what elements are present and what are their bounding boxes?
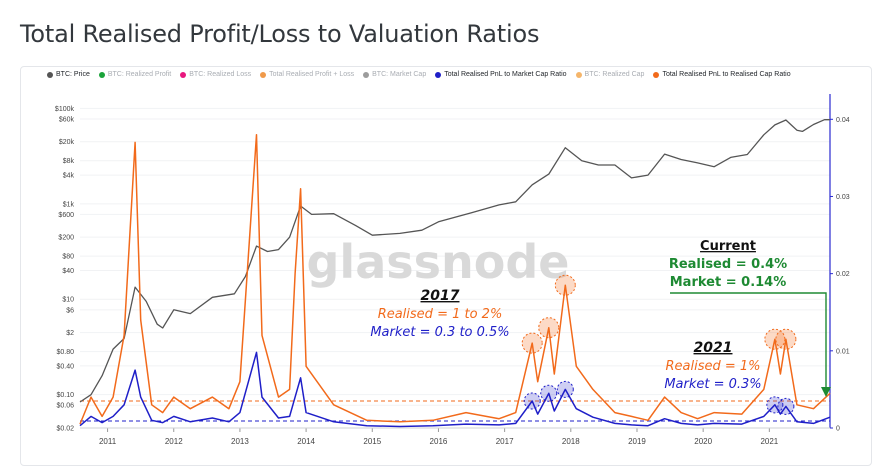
legend-swatch xyxy=(98,71,105,78)
x-tick-label: 2020 xyxy=(694,437,712,446)
series-btc-price xyxy=(79,119,830,403)
series-pnl-market-cap-ratio xyxy=(79,351,831,428)
annotation-2021-market: Market = 0.3% xyxy=(664,377,761,392)
legend-swatch xyxy=(47,71,53,78)
peak-highlight-realised xyxy=(554,274,576,296)
legend-swatch xyxy=(260,71,267,78)
legend-item[interactable]: Total Realised Profit + Loss xyxy=(260,71,354,78)
x-tick-label: 2016 xyxy=(430,437,448,446)
annotation-current-market: Market = 0.14% xyxy=(670,275,787,290)
current-pointer-arrowhead xyxy=(821,387,831,397)
y-right-tick-label: 0.03 xyxy=(836,194,850,201)
x-tick-label: 2018 xyxy=(562,437,580,446)
peak-highlight-realised xyxy=(775,328,797,350)
y-right-tick-label: 0 xyxy=(836,426,840,433)
y-left-tick-label: $80 xyxy=(62,254,74,261)
peak-highlight-realised xyxy=(521,332,543,354)
chart-card: BTC: Price BTC: Realized Profit BTC: Reali… xyxy=(20,66,872,466)
legend-item[interactable]: BTC: Realized Cap xyxy=(575,71,645,78)
legend-label: Total Realised PnL to Realised Cap Ratio xyxy=(662,71,791,78)
peak-highlight-realised xyxy=(538,317,560,339)
y-left-tick-label: $0.02 xyxy=(56,426,74,433)
watermark: glassnode xyxy=(307,235,570,289)
legend-swatch xyxy=(575,71,582,78)
legend-swatch xyxy=(363,71,370,78)
y-left-tick-label: $0.80 xyxy=(56,349,74,356)
y-right-tick-label: 0.02 xyxy=(836,271,850,278)
peak-highlight-market xyxy=(540,384,558,402)
grid-layer xyxy=(80,107,830,429)
annotation-2021-realised: Realised = 1% xyxy=(665,359,760,374)
axis-layer: $100k $60k $20k $8k $4k $1k $600 $200 $80 $40 $10 $… xyxy=(55,94,850,446)
y-left-tick-label: $20k xyxy=(59,139,75,146)
series-layer xyxy=(79,119,831,428)
legend-label: Total Realised Profit + Loss xyxy=(269,71,355,78)
y-left-tick-label: $2 xyxy=(66,330,74,337)
y-left-tick-label: $8k xyxy=(63,158,75,165)
y-right-tick-label: 0.01 xyxy=(836,348,850,355)
legend-label: BTC: Realized Cap xyxy=(584,71,645,78)
y-left-tick-label: $6 xyxy=(66,307,74,314)
x-tick-label: 2017 xyxy=(496,437,514,446)
y-left-tick-label: $0.06 xyxy=(56,403,74,410)
y-left-tick-label: $0.10 xyxy=(56,392,74,399)
y-left-tick-label: $600 xyxy=(58,212,74,219)
annotation-2017-realised: Realised = 1 to 2% xyxy=(378,307,503,322)
legend-item[interactable]: BTC: Realized Loss xyxy=(180,71,251,78)
series-pnl-realised-cap-ratio xyxy=(79,133,831,425)
x-tick-label: 2019 xyxy=(628,437,646,446)
legend-swatch xyxy=(435,71,442,78)
y-left-tick-label: $100k xyxy=(55,106,75,113)
peak-highlight-market xyxy=(766,396,784,414)
chart-plot: glassnode $100k$60k$20k$8k$4k$1k$600$200… xyxy=(55,94,850,446)
marker-layer xyxy=(521,274,797,415)
annotation-layer: 2017 Realised = 1 to 2% Market = 0.3 to … xyxy=(370,239,831,397)
x-tick-label: 2011 xyxy=(99,437,117,446)
legend-item[interactable]: BTC: Market Cap xyxy=(363,71,426,78)
y-left-tick-label: $4k xyxy=(63,173,75,180)
legend-swatch xyxy=(653,71,660,78)
legend-item[interactable]: Total Realised PnL to Realised Cap Ratio xyxy=(653,71,791,78)
x-tick-label: 2014 xyxy=(297,437,315,446)
legend-item[interactable]: BTC: Price xyxy=(47,71,90,78)
y-right-tick-label: 0.04 xyxy=(836,117,850,124)
legend-label: BTC: Realized Loss xyxy=(189,71,252,78)
legend-item[interactable]: BTC: Realized Profit xyxy=(98,71,172,78)
x-tick-label: 2015 xyxy=(363,437,381,446)
x-tick-label: 2021 xyxy=(760,437,778,446)
legend-label: BTC: Market Cap xyxy=(372,71,427,78)
annotation-2021-heading: 2021 xyxy=(694,340,733,356)
y-left-tick-label: $10 xyxy=(62,297,74,304)
legend-label: BTC: Price xyxy=(56,71,90,78)
y-left-tick-label: $40 xyxy=(62,268,74,275)
annotation-2017-heading: 2017 xyxy=(421,288,460,304)
peak-highlight-market xyxy=(777,397,795,415)
legend-label: Total Realised PnL to Market Cap Ratio xyxy=(444,71,567,78)
x-tick-label: 2013 xyxy=(231,437,249,446)
legend-swatch xyxy=(180,71,187,78)
x-tick-label: 2012 xyxy=(165,437,183,446)
y-left-tick-label: $60k xyxy=(59,116,75,123)
y-left-tick-label: $1k xyxy=(63,201,75,208)
annotation-2017-market: Market = 0.3 to 0.5% xyxy=(370,325,509,340)
y-left-tick-label: $0.40 xyxy=(56,363,74,370)
page-title: Total Realised Profit/Loss to Valuation … xyxy=(20,20,540,48)
peak-highlight-realised xyxy=(764,328,786,350)
legend-label: BTC: Realized Profit xyxy=(107,71,172,78)
peak-highlight-market xyxy=(523,392,541,410)
current-pointer-arrow xyxy=(670,292,827,388)
chart-legend: BTC: Price BTC: Realized Profit BTC: Reali… xyxy=(47,71,877,85)
legend-item[interactable]: Total Realised PnL to Market Cap Ratio xyxy=(435,71,567,78)
y-left-tick-label: $200 xyxy=(58,235,74,242)
annotation-current-realised: Realised = 0.4% xyxy=(669,257,787,272)
peak-highlight-market xyxy=(556,380,574,398)
annotation-current-heading: Current xyxy=(700,239,756,254)
